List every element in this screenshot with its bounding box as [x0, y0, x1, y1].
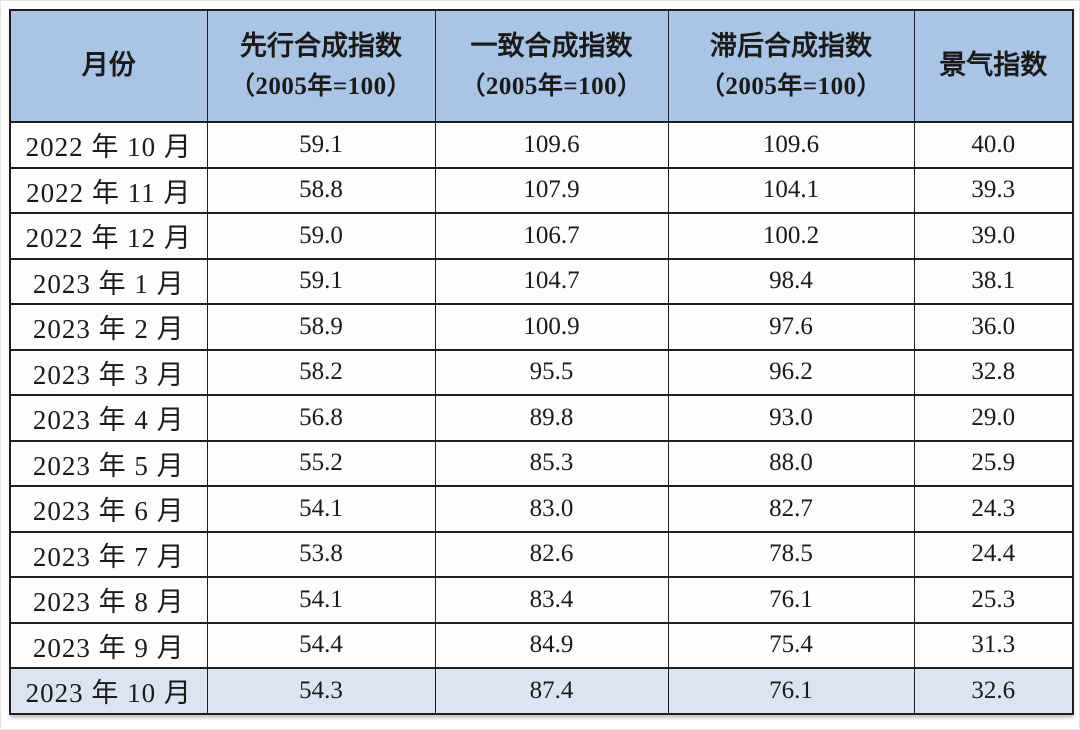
coincident-value-cell: 83.4	[434, 576, 669, 624]
table-row: 2023 年 4 月 56.8 89.8 93.0 29.0	[9, 394, 1074, 442]
prosperity-value-cell: 40.0	[913, 121, 1074, 169]
leading-value-cell: 55.2	[206, 439, 436, 487]
coincident-value-cell: 83.0	[434, 485, 669, 533]
table-row: 2022 年 11 月 58.8 107.9 104.1 39.3	[9, 166, 1074, 214]
leading-value-cell: 58.2	[206, 348, 436, 396]
lagging-value-cell: 76.1	[667, 576, 915, 624]
prosperity-value-cell: 25.9	[913, 439, 1074, 487]
month-cell: 2023 年 9 月	[9, 621, 208, 669]
column-header-sublabel: （2005年=100）	[229, 72, 413, 100]
month-cell: 2023 年 4 月	[9, 394, 208, 442]
lagging-value-cell: 88.0	[667, 439, 915, 487]
prosperity-value-cell: 24.3	[913, 485, 1074, 533]
coincident-value-cell: 89.8	[434, 394, 669, 442]
leading-value-cell: 54.4	[206, 621, 436, 669]
lagging-value-cell: 104.1	[667, 166, 915, 214]
prosperity-value-cell: 29.0	[913, 394, 1074, 442]
column-header-prosperity-index: 景气指数	[913, 9, 1074, 123]
leading-value-cell: 54.1	[206, 485, 436, 533]
month-cell: 2023 年 5 月	[9, 439, 208, 487]
table-row: 2023 年 7 月 53.8 82.6 78.5 24.4	[9, 530, 1074, 578]
prosperity-value-cell: 39.3	[913, 166, 1074, 214]
month-cell: 2022 年 12 月	[9, 212, 208, 260]
month-cell: 2023 年 3 月	[9, 348, 208, 396]
table-row: 2023 年 9 月 54.4 84.9 75.4 31.3	[9, 621, 1074, 669]
leading-value-cell: 56.8	[206, 394, 436, 442]
coincident-value-cell: 107.9	[434, 166, 669, 214]
month-cell: 2023 年 2 月	[9, 303, 208, 351]
coincident-value-cell: 95.5	[434, 348, 669, 396]
coincident-value-cell: 82.6	[434, 530, 669, 578]
lagging-value-cell: 93.0	[667, 394, 915, 442]
leading-value-cell: 59.1	[206, 121, 436, 169]
prosperity-value-cell: 31.3	[913, 621, 1074, 669]
lagging-value-cell: 100.2	[667, 212, 915, 260]
column-header-label: 景气指数	[939, 50, 1048, 81]
table-row: 2023 年 8 月 54.1 83.4 76.1 25.3	[9, 576, 1074, 624]
table-header: 月份 先行合成指数 （2005年=100） 一致合成指数 （2005年=100）…	[9, 9, 1074, 123]
header-row: 月份 先行合成指数 （2005年=100） 一致合成指数 （2005年=100）…	[9, 9, 1074, 123]
column-header-label: 一致合成指数	[470, 30, 633, 61]
table-row: 2023 年 5 月 55.2 85.3 88.0 25.9	[9, 439, 1074, 487]
prosperity-value-cell: 39.0	[913, 212, 1074, 260]
coincident-value-cell: 85.3	[434, 439, 669, 487]
leading-value-cell: 58.8	[206, 166, 436, 214]
coincident-value-cell: 100.9	[434, 303, 669, 351]
column-header-label: 滞后合成指数	[710, 30, 872, 61]
coincident-value-cell: 87.4	[434, 667, 669, 715]
month-cell: 2023 年 1 月	[9, 257, 208, 305]
table-row: 2022 年 10 月 59.1 109.6 109.6 40.0	[9, 121, 1074, 169]
lagging-value-cell: 109.6	[667, 121, 915, 169]
leading-value-cell: 54.1	[206, 576, 436, 624]
prosperity-value-cell: 32.6	[913, 667, 1074, 715]
month-cell: 2023 年 7 月	[9, 530, 208, 578]
table-row: 2023 年 1 月 59.1 104.7 98.4 38.1	[9, 257, 1074, 305]
column-header-lagging-index: 滞后合成指数 （2005年=100）	[667, 9, 915, 123]
lagging-value-cell: 78.5	[667, 530, 915, 578]
prosperity-value-cell: 36.0	[913, 303, 1074, 351]
month-cell: 2022 年 10 月	[9, 121, 208, 169]
column-header-label: 月份	[81, 50, 136, 81]
leading-value-cell: 54.3	[206, 667, 436, 715]
column-header-sublabel: （2005年=100）	[460, 72, 643, 100]
leading-value-cell: 53.8	[206, 530, 436, 578]
column-header-coincident-index: 一致合成指数 （2005年=100）	[434, 9, 669, 123]
leading-value-cell: 58.9	[206, 303, 436, 351]
lagging-value-cell: 98.4	[667, 257, 915, 305]
table-row: 2022 年 12 月 59.0 106.7 100.2 39.0	[9, 212, 1074, 260]
table-row: 2023 年 6 月 54.1 83.0 82.7 24.3	[9, 485, 1074, 533]
table-body: 2022 年 10 月 59.1 109.6 109.6 40.0 2022 年 11 月…	[9, 121, 1074, 715]
column-header-sublabel: （2005年=100）	[699, 72, 883, 100]
leading-value-cell: 59.0	[206, 212, 436, 260]
lagging-value-cell: 96.2	[667, 348, 915, 396]
coincident-value-cell: 106.7	[434, 212, 669, 260]
prosperity-value-cell: 24.4	[913, 530, 1074, 578]
coincident-value-cell: 109.6	[434, 121, 669, 169]
lagging-value-cell: 97.6	[667, 303, 915, 351]
table-row: 2023 年 2 月 58.9 100.9 97.6 36.0	[9, 303, 1074, 351]
table-row: 2023 年 3 月 58.2 95.5 96.2 32.8	[9, 348, 1074, 396]
lagging-value-cell: 76.1	[667, 667, 915, 715]
prosperity-value-cell: 32.8	[913, 348, 1074, 396]
coincident-value-cell: 84.9	[434, 621, 669, 669]
composite-index-table: 月份 先行合成指数 （2005年=100） 一致合成指数 （2005年=100）…	[9, 9, 1074, 715]
prosperity-value-cell: 25.3	[913, 576, 1074, 624]
month-cell: 2022 年 11 月	[9, 166, 208, 214]
coincident-value-cell: 104.7	[434, 257, 669, 305]
lagging-value-cell: 82.7	[667, 485, 915, 533]
column-header-leading-index: 先行合成指数 （2005年=100）	[206, 9, 436, 123]
column-header-month: 月份	[9, 9, 208, 123]
column-header-label: 先行合成指数	[240, 30, 402, 61]
month-cell: 2023 年 10 月	[9, 667, 208, 715]
month-cell: 2023 年 8 月	[9, 576, 208, 624]
lagging-value-cell: 75.4	[667, 621, 915, 669]
leading-value-cell: 59.1	[206, 257, 436, 305]
prosperity-value-cell: 38.1	[913, 257, 1074, 305]
table-row: 2023 年 10 月 54.3 87.4 76.1 32.6	[9, 667, 1074, 715]
month-cell: 2023 年 6 月	[9, 485, 208, 533]
